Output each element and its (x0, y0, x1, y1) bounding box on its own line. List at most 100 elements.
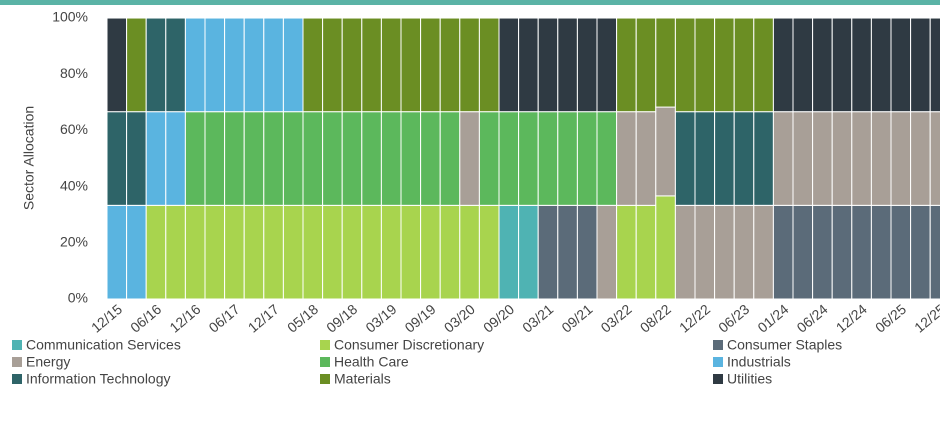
bar-segment (204, 204, 226, 300)
legend-swatch (320, 374, 330, 384)
bar-segment (557, 17, 578, 113)
bar-segment (831, 17, 853, 113)
bar-segment (243, 111, 265, 206)
bar-segment (361, 111, 382, 206)
x-tick-label: 09/20 (480, 301, 517, 336)
bar-segment (282, 204, 304, 300)
bar-segment (518, 17, 539, 113)
bar-segment (851, 204, 872, 300)
bar-segment (420, 204, 441, 300)
bar-segment (616, 204, 637, 300)
legend-swatch (713, 374, 723, 384)
legend-label: Utilities (727, 371, 772, 387)
bar-segment (439, 204, 461, 300)
bar-segment (772, 204, 794, 300)
bar-segment (498, 17, 520, 113)
bar-segment (322, 204, 343, 300)
bar-segment (576, 17, 598, 113)
bar-segment (772, 17, 794, 113)
legend-label: Materials (334, 371, 391, 387)
bar-segment (890, 204, 912, 300)
bar-segment (224, 17, 245, 113)
x-tick-label: 06/17 (206, 301, 243, 336)
bar-segment (341, 17, 363, 113)
bar-segment (831, 204, 853, 300)
bar-segment (929, 111, 940, 206)
bar-segment (753, 111, 774, 206)
bar-segment (439, 111, 461, 206)
x-tick-label: 03/21 (519, 301, 556, 336)
bar-segment (616, 111, 637, 206)
x-tick-label: 12/22 (676, 301, 713, 336)
bar-segment (596, 17, 618, 113)
bar-segment (714, 17, 735, 113)
x-tick-label: 08/22 (637, 301, 674, 336)
bar-segment (282, 111, 304, 206)
bar-segment (929, 17, 940, 113)
bar-segment (302, 111, 324, 206)
bar-segment (498, 204, 520, 300)
bar-segment (714, 111, 735, 206)
x-tick-label: 06/25 (872, 301, 909, 336)
bar-segment (870, 111, 892, 206)
legend-swatch (320, 340, 330, 350)
bar-segment (322, 17, 343, 113)
bar-segment (126, 17, 147, 113)
bar-segment (792, 17, 814, 113)
legend-label: Energy (26, 354, 70, 370)
bar-segment (694, 111, 716, 206)
bar-segment (518, 111, 539, 206)
x-tick-label: 09/18 (323, 301, 360, 336)
bar-segment (361, 204, 382, 300)
legend-label: Information Technology (26, 371, 171, 387)
bar-segment (302, 204, 324, 300)
bar-segment (439, 17, 461, 113)
x-tick-label: 03/20 (441, 301, 478, 336)
bar-segment (694, 17, 716, 113)
y-axis-label: Sector Allocation (21, 106, 37, 210)
bar-segment (145, 17, 167, 113)
x-tick-label: 12/17 (245, 301, 282, 336)
bar-segment (165, 204, 186, 300)
legend-label: Consumer Staples (727, 337, 842, 353)
bar-segment (557, 111, 578, 206)
legend-label: Consumer Discretionary (334, 337, 484, 353)
legend-swatch (12, 374, 22, 384)
bar-segment (655, 17, 676, 108)
bar-segment (674, 111, 696, 206)
bar-segment (753, 17, 774, 113)
bar-segment (380, 17, 402, 113)
bar-segment (792, 204, 814, 300)
bar-segment (910, 17, 931, 113)
x-tick-label: 03/22 (598, 301, 635, 336)
legend-label: Industrials (727, 354, 791, 370)
x-tick-label: 12/15 (88, 301, 125, 336)
bar-segment (576, 111, 598, 206)
bar-segment (341, 204, 363, 300)
legend-label: Health Care (334, 354, 409, 370)
bar-segment (635, 204, 657, 300)
bar-segment (733, 17, 755, 113)
bar-segment (537, 17, 559, 113)
bar-segment (518, 204, 539, 300)
bar-segment (674, 17, 696, 113)
bar-segment (224, 204, 245, 300)
bar-segment (459, 17, 480, 113)
y-tick-label: 40% (60, 177, 88, 193)
bar-segment (243, 17, 265, 113)
x-tick-label: 12/16 (166, 301, 203, 336)
bar-segment (910, 111, 931, 206)
bar-segment (184, 17, 206, 113)
bar-segment (106, 17, 128, 113)
bar-segment (459, 204, 480, 300)
bar-segment (831, 111, 853, 206)
bar-segment (361, 17, 382, 113)
bar-segment (694, 204, 716, 300)
bar-segment (616, 17, 637, 113)
bar-segment (557, 204, 578, 300)
bar-segment (753, 204, 774, 300)
bar-segment (380, 204, 402, 300)
bar-segment (478, 204, 500, 300)
bar-segment (851, 17, 872, 113)
y-tick-label: 20% (60, 234, 88, 250)
